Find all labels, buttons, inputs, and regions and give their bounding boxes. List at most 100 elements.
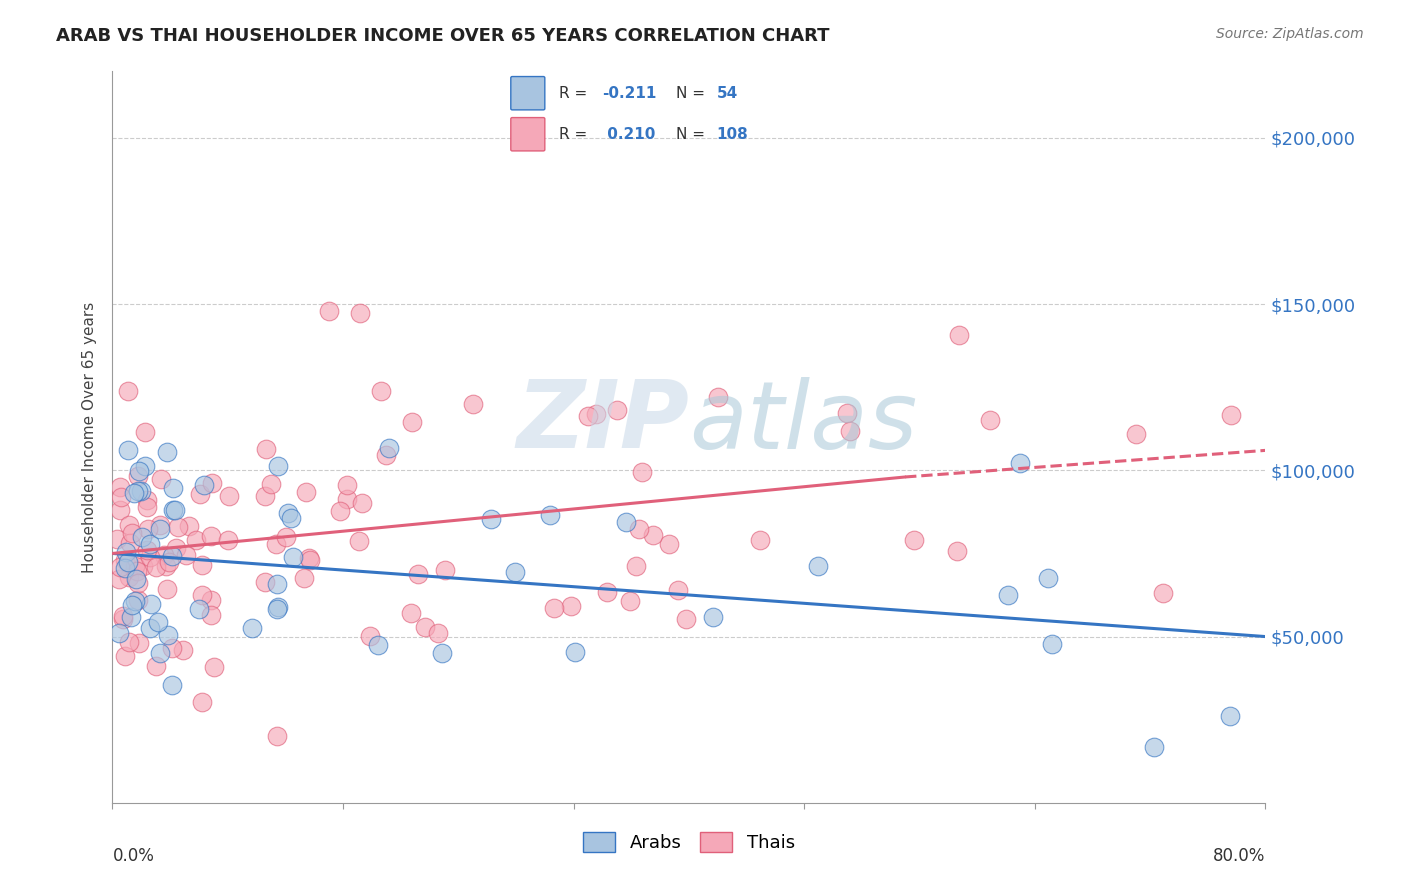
Point: [107, 572, 129, 586]
Text: ARAB VS THAI HOUSEHOLDER INCOME OVER 65 YEARS CORRELATION CHART: ARAB VS THAI HOUSEHOLDER INCOME OVER 65 …: [56, 27, 830, 45]
Point: [125, 572, 148, 586]
Point: [299, 553, 322, 567]
Point: [401, 607, 423, 621]
Point: [118, 535, 141, 549]
Point: [160, 678, 183, 692]
Point: [1125, 427, 1147, 442]
Point: [838, 425, 860, 439]
Point: [576, 409, 599, 423]
Point: [105, 532, 128, 546]
Point: [162, 481, 184, 495]
Point: [702, 609, 724, 624]
Text: 80.0%: 80.0%: [1213, 847, 1265, 864]
Point: [256, 442, 278, 457]
Point: [426, 626, 449, 640]
Point: [267, 599, 290, 614]
Point: [277, 506, 299, 520]
Text: R =: R =: [558, 127, 592, 142]
Point: [266, 577, 288, 591]
Point: [153, 548, 176, 562]
Point: [641, 528, 664, 542]
Point: [129, 484, 152, 499]
Point: [141, 597, 163, 611]
Point: [114, 561, 136, 575]
Point: [367, 638, 389, 652]
Point: [281, 549, 304, 564]
Point: [110, 491, 132, 505]
Point: [190, 695, 212, 709]
Point: [117, 555, 139, 569]
Point: [112, 608, 135, 623]
Point: [329, 504, 352, 518]
Point: [139, 549, 162, 564]
Point: [120, 610, 142, 624]
Text: 54: 54: [717, 86, 738, 101]
Point: [432, 646, 454, 660]
Point: [807, 558, 830, 573]
Point: [160, 549, 183, 563]
Point: [903, 533, 925, 548]
Text: 108: 108: [717, 127, 748, 142]
Point: [124, 594, 146, 608]
Point: [127, 484, 149, 499]
Point: [160, 641, 183, 656]
Point: [997, 588, 1019, 602]
Point: [156, 582, 179, 596]
Point: [336, 491, 359, 506]
Point: [359, 629, 381, 643]
Point: [1036, 571, 1059, 585]
Point: [138, 621, 160, 635]
Point: [370, 384, 392, 399]
Text: N =: N =: [676, 127, 710, 142]
Point: [1143, 739, 1166, 754]
Point: [614, 515, 637, 529]
Point: [145, 560, 167, 574]
Point: [200, 608, 222, 623]
Text: Source: ZipAtlas.com: Source: ZipAtlas.com: [1216, 27, 1364, 41]
Point: [979, 413, 1001, 427]
Point: [619, 593, 641, 607]
Text: 0.210: 0.210: [602, 127, 655, 142]
Point: [624, 559, 647, 574]
Point: [118, 517, 141, 532]
Point: [174, 548, 197, 562]
Point: [150, 472, 173, 486]
Point: [837, 406, 859, 420]
Point: [162, 503, 184, 517]
Point: [503, 565, 526, 579]
Point: [253, 489, 276, 503]
Point: [1042, 637, 1064, 651]
Point: [157, 555, 180, 569]
Point: [945, 543, 967, 558]
Point: [260, 476, 283, 491]
Point: [155, 559, 177, 574]
Point: [172, 643, 194, 657]
Text: -0.211: -0.211: [602, 86, 657, 101]
Point: [184, 533, 207, 548]
Point: [630, 465, 652, 479]
Point: [187, 602, 209, 616]
Point: [585, 407, 607, 421]
Point: [118, 570, 141, 584]
Point: [543, 601, 565, 615]
Point: [136, 522, 159, 536]
Point: [433, 563, 456, 577]
Point: [145, 659, 167, 673]
Point: [157, 628, 180, 642]
Point: [132, 559, 155, 574]
Point: [253, 575, 276, 590]
Point: [136, 542, 159, 557]
Point: [479, 512, 502, 526]
Point: [108, 503, 131, 517]
Point: [108, 560, 131, 574]
Point: [375, 448, 398, 462]
Point: [117, 384, 139, 398]
Point: [349, 306, 371, 320]
Point: [666, 583, 689, 598]
Point: [166, 519, 188, 533]
Point: [110, 480, 132, 494]
Point: [1152, 586, 1174, 600]
Point: [200, 528, 222, 542]
Point: [112, 612, 135, 626]
Point: [121, 526, 143, 541]
